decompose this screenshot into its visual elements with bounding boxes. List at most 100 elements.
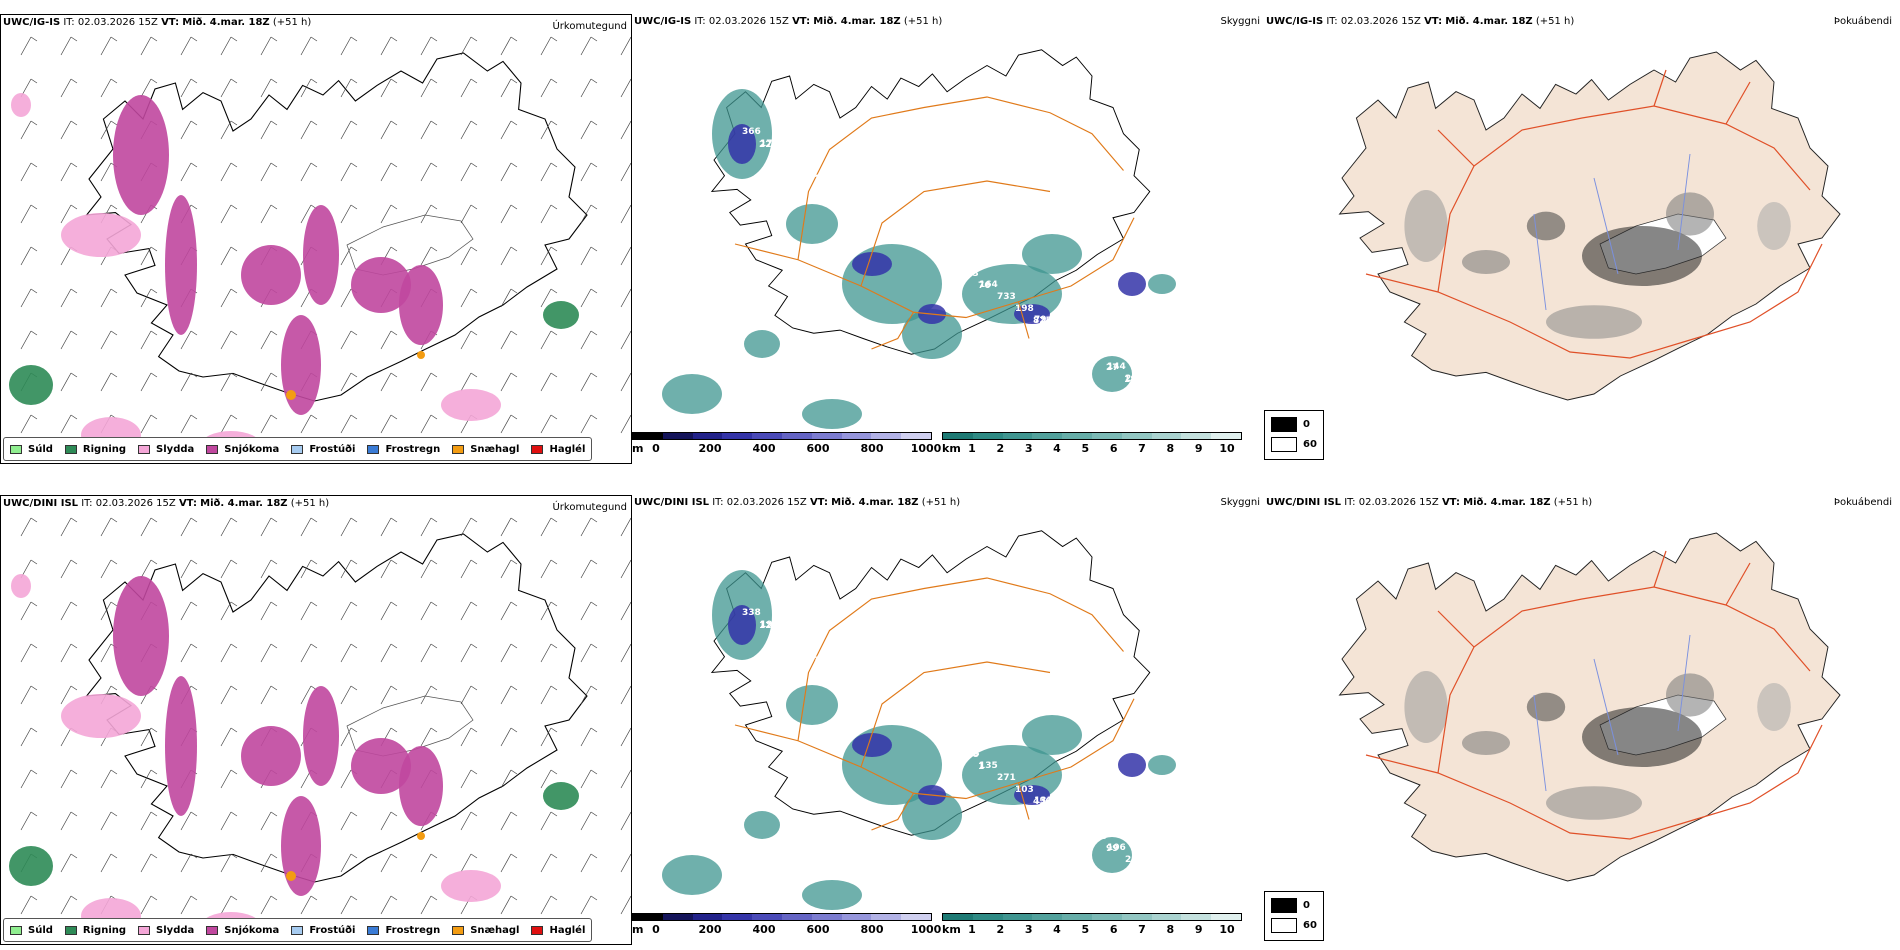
legend-swatch bbox=[367, 925, 380, 935]
model-name: UWC/DINI ISL bbox=[3, 498, 79, 509]
precip-legend-item: Snjókoma bbox=[206, 444, 279, 455]
visibility-colorbar-meters bbox=[632, 913, 932, 921]
legend-swatch bbox=[531, 444, 544, 454]
colorbar-tick: 7 bbox=[1138, 923, 1146, 936]
colorbar-tick: 0 bbox=[652, 442, 660, 455]
panel-header: UWC/DINI ISL IT: 02.03.2026 15Z VT: Mið.… bbox=[634, 497, 960, 508]
precip-legend-item: Súld bbox=[10, 925, 53, 936]
colorbar-tick: 5 bbox=[1081, 923, 1090, 936]
visibility-value-label: 71 bbox=[833, 667, 846, 677]
init-time: IT: 02.03.2026 15Z bbox=[712, 497, 807, 508]
legend-label: Frostúði bbox=[309, 443, 356, 455]
colorbar-segment bbox=[1181, 914, 1212, 920]
colorbar-segment bbox=[972, 914, 1003, 920]
legend-swatch bbox=[138, 444, 151, 454]
colorbar-segment bbox=[1151, 914, 1182, 920]
init-time: IT: 02.03.2026 15Z bbox=[81, 498, 176, 509]
visibility-value-label: 408 bbox=[851, 679, 870, 689]
visibility-value-label: 99 bbox=[1106, 844, 1119, 854]
valid-time-label: VT: bbox=[161, 17, 180, 28]
rivers bbox=[1533, 153, 1691, 311]
init-time: IT: 02.03.2026 15Z bbox=[1344, 497, 1439, 508]
colorbar-segment bbox=[811, 433, 842, 439]
coastline bbox=[710, 530, 1151, 836]
legend-swatch bbox=[291, 444, 304, 454]
visibility-value-label: 164 bbox=[979, 280, 998, 290]
valid-time-label: VT: bbox=[1441, 497, 1460, 508]
init-time: IT: 02.03.2026 15Z bbox=[1326, 16, 1421, 27]
colorbar-segment bbox=[1091, 433, 1122, 439]
panel-title-fog: Þokuábendi bbox=[1833, 497, 1892, 508]
fog-legend: 0 60 bbox=[1264, 410, 1324, 460]
precip-legend-item: Rigning bbox=[64, 443, 127, 455]
visibility-value-labels: 366 247 148 56 79 144 17 110 122 164 209 25 85 48 773 7… bbox=[742, 127, 1180, 396]
visibility-value-label: 227 bbox=[759, 140, 778, 150]
legend-label: Frostregn bbox=[385, 443, 441, 455]
visibility-value-label: 319 bbox=[1143, 386, 1162, 396]
precip-type-legend: Súld Rigning Slydda Snjókoma Frostúði Frostre… bbox=[3, 437, 593, 461]
colorbar-tick: 2 bbox=[996, 923, 1005, 936]
panel-title-fog: Þokuábendi bbox=[1833, 16, 1892, 27]
panel-title-visibility: Skyggni bbox=[1220, 497, 1260, 508]
colorbar-tick: 200 bbox=[698, 442, 722, 455]
colorbar-segment bbox=[722, 433, 753, 439]
visibility-value-label: 17 bbox=[760, 139, 773, 149]
valid-time: Mið. 4.mar. 18Z bbox=[1445, 16, 1533, 27]
valid-time-label: VT: bbox=[1424, 16, 1443, 27]
fog-legend: 0 60 bbox=[1264, 891, 1324, 941]
road-network bbox=[1365, 69, 1823, 359]
colorbar-segment bbox=[1091, 914, 1122, 920]
colorbar-segment bbox=[633, 914, 663, 920]
colorbar-segment bbox=[722, 914, 753, 920]
colorbar-segment bbox=[1211, 433, 1241, 439]
precip-legend-item: Frostúði bbox=[291, 925, 355, 936]
valid-time: Mið. 4.mar. 18Z bbox=[813, 16, 901, 27]
visibility-value-label: 75 bbox=[1051, 328, 1064, 338]
colorbar-segment bbox=[943, 914, 973, 920]
legend-swatch bbox=[10, 444, 22, 454]
land-area bbox=[1338, 532, 1841, 882]
legend-swatch bbox=[531, 925, 544, 935]
valid-time-label: VT: bbox=[178, 498, 197, 509]
precip-legend-item: Snjókoma bbox=[206, 925, 279, 936]
panel-header: UWC/IG-IS IT: 02.03.2026 15Z VT: Mið. 4.… bbox=[3, 17, 311, 28]
precip-legend-item: Frostúði bbox=[291, 444, 355, 455]
visibility-colorbar-meters bbox=[632, 432, 932, 440]
lead-time: (+51 h) bbox=[903, 16, 943, 27]
precip-legend-item: Snæhagl bbox=[452, 925, 519, 936]
colorbar-segment bbox=[1151, 433, 1182, 439]
visibility-value-label: 802 bbox=[1070, 820, 1089, 830]
valid-time-label: VT: bbox=[809, 497, 828, 508]
road-network bbox=[734, 96, 1135, 350]
visibility-colorbar-km bbox=[942, 913, 1242, 921]
visibility-value-label: 893 bbox=[961, 749, 980, 759]
road-network bbox=[1365, 550, 1823, 840]
colorbar-segment bbox=[662, 914, 693, 920]
init-time: IT: 02.03.2026 15Z bbox=[63, 17, 158, 28]
forecast-row: UWC/DINI ISL IT: 02.03.2026 15Z VT: Mið.… bbox=[0, 495, 1900, 945]
colorbar-segment bbox=[943, 433, 973, 439]
precipitation-areas bbox=[9, 574, 579, 940]
lead-time: (+51 h) bbox=[290, 498, 330, 509]
visibility-value-label: 144 bbox=[796, 163, 815, 173]
colorbar-segment bbox=[871, 433, 902, 439]
precip-legend-item: Slydda bbox=[138, 925, 194, 936]
visibility-map: 338 472 126 893 131 106 198 71 89 135 89 248 299 408 9… bbox=[662, 530, 1180, 910]
colorbar-segment bbox=[901, 914, 931, 920]
legend-swatch bbox=[64, 925, 77, 935]
colorbar-segment bbox=[752, 433, 782, 439]
fog-legend-swatch bbox=[1271, 898, 1297, 913]
legend-label: Rigning bbox=[82, 443, 127, 455]
init-time: IT: 02.03.2026 15Z bbox=[694, 16, 789, 27]
panel-title-visibility: Skyggni bbox=[1220, 16, 1260, 27]
visibility-value-label: 143 bbox=[960, 269, 979, 279]
visibility-value-label: 76 bbox=[978, 281, 991, 291]
colorbar-tick: 10 bbox=[1219, 442, 1235, 455]
visibility-value-label: 601 bbox=[1070, 339, 1089, 349]
fog-indicator-panel: UWC/DINI ISL IT: 02.03.2026 15Z VT: Mið.… bbox=[1264, 495, 1900, 945]
visibility-value-label: 733 bbox=[997, 292, 1016, 302]
visibility-value-label: 198 bbox=[760, 620, 779, 630]
colorbar-segment bbox=[662, 433, 693, 439]
colorbar-tick: 600 bbox=[806, 923, 830, 936]
visibility-value-label: 134 bbox=[942, 738, 961, 748]
